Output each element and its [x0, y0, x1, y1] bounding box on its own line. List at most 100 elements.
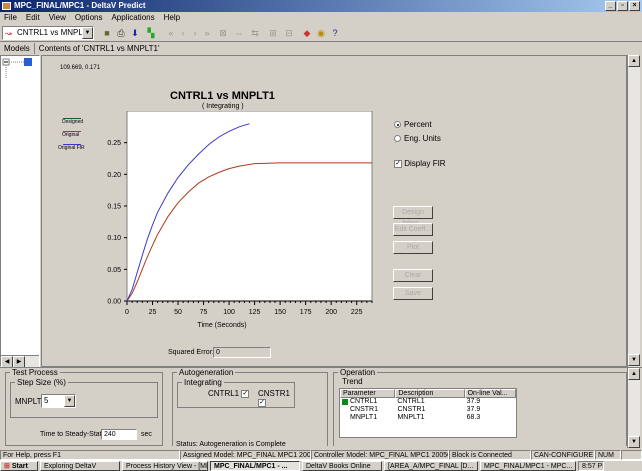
squared-error-field: 0	[213, 347, 271, 358]
first-icon[interactable]: «	[168, 28, 174, 38]
integrating-group: Integrating CNTRL1 ✓ CNSTR1 ✓	[177, 378, 295, 408]
table-row[interactable]: MNPLT1 MNPLT1 68.3	[350, 414, 481, 421]
download-icon[interactable]: ⬇	[131, 28, 139, 38]
legend-item-designed: Designed	[62, 118, 84, 125]
last-icon[interactable]: »	[204, 28, 210, 38]
scroll-up-icon[interactable]: ▲	[628, 55, 640, 67]
open-icon[interactable]: ■	[104, 28, 110, 38]
status-connected: Block is Connected	[449, 450, 531, 460]
taskbar-item-explorer[interactable]: Exploring DeltaV	[40, 461, 120, 471]
expand-icon[interactable]: ⇆	[251, 28, 259, 38]
step-size-combo[interactable]: 5 ▼	[41, 394, 76, 408]
test-process-title: Test Process	[10, 368, 60, 377]
cnstr1-checkbox[interactable]: CNSTR1 ✓	[258, 389, 291, 407]
taskbar-item-mpc2[interactable]: MPC_FINAL/MPC1 - MPC...	[480, 461, 576, 471]
operation-title: Operation	[338, 368, 378, 377]
design-integ-button[interactable]: Design Integ...	[393, 206, 433, 227]
edit-coeff-button[interactable]: Edit Coeff...	[393, 223, 433, 236]
chart-icon[interactable]: ▚	[147, 28, 155, 38]
series-line-original-fir	[126, 123, 250, 302]
grid-icon[interactable]: ⊞	[269, 28, 277, 38]
x-tick-label: 200	[325, 309, 337, 316]
plot-area	[126, 111, 373, 302]
table-row[interactable]: CNSTR1 CNSTR1 37.9	[350, 406, 481, 413]
steady-state-unit: sec	[141, 431, 152, 438]
status-help: For Help, press F1	[0, 450, 180, 460]
next-icon[interactable]: ›	[193, 28, 197, 38]
close-button[interactable]: ×	[629, 1, 640, 11]
x-tick-label: 25	[149, 309, 157, 316]
maximize-button[interactable]: ▫	[617, 1, 628, 11]
table-row[interactable]: CNTRL1 CNTRL1 37.9	[340, 398, 516, 406]
start-button[interactable]: ⊞ Start	[0, 461, 38, 471]
x-tick-label: 75	[200, 309, 208, 316]
system-clock: 8:57 PM	[578, 461, 604, 471]
y-axis: 0.00 0.05 0.10 0.15 0.20 0.25	[107, 140, 127, 306]
scroll-up-icon[interactable]: ▲	[628, 368, 640, 380]
y-tick-label: 0.25	[107, 140, 121, 147]
model-combo-value: CNTRL1 vs MNPLT1	[17, 28, 92, 37]
col-description[interactable]: Description	[395, 389, 465, 398]
trend-color-icon	[342, 399, 348, 405]
scroll-down-icon[interactable]: ▼	[628, 436, 640, 448]
col-online-value[interactable]: On-line Val...	[464, 389, 516, 398]
col-parameter[interactable]: Parameter	[340, 389, 396, 398]
tree-hscroll[interactable]: ◀ ▶	[1, 355, 39, 368]
eng-units-radio[interactable]: Eng. Units	[394, 134, 441, 143]
menu-options[interactable]: Options	[74, 13, 103, 22]
contents-path: Contents of 'CNTRL1 vs MNPLT1'	[38, 44, 160, 53]
tree-expander-icon[interactable]	[2, 58, 40, 78]
legend: Designed Original Original FIR	[58, 118, 98, 157]
left-right-icon[interactable]: ⇔	[234, 28, 244, 38]
plot-title: CNTRL1 vs MNPLT1	[170, 90, 275, 102]
taskbar-item-books[interactable]: DeltaV Books Online	[302, 461, 382, 471]
zoom-icon[interactable]: ⊠	[219, 28, 227, 38]
trend-table[interactable]: Parameter Description On-line Val... CNT…	[339, 388, 517, 438]
main-vscroll[interactable]: ▲ ▼	[627, 55, 640, 367]
y-tick-label: 0.00	[107, 299, 121, 306]
table-icon[interactable]: ⊟	[285, 28, 293, 38]
status-num: NUM	[595, 450, 621, 460]
models-label: Models	[0, 43, 35, 54]
palette-icon[interactable]: ◉	[317, 28, 325, 38]
model-combo[interactable]: ↝ CNTRL1 vs MNPLT1 ▼	[2, 26, 94, 40]
model-icon: ↝	[5, 29, 12, 38]
menu-file[interactable]: File	[4, 13, 17, 22]
scroll-down-icon[interactable]: ▼	[628, 354, 640, 366]
print-icon[interactable]: ⎙	[117, 28, 125, 38]
menu-view[interactable]: View	[48, 13, 66, 22]
trend-title: Trend	[340, 377, 365, 386]
menu-edit[interactable]: Edit	[25, 13, 40, 22]
taskbar-item-area[interactable]: [AREA_A/MPC_FINAL [D...	[384, 461, 478, 471]
prev-icon[interactable]: ‹	[181, 28, 185, 38]
chevron-down-icon[interactable]: ▼	[82, 27, 93, 39]
x-tick-label: 0	[125, 309, 129, 316]
menu-applications[interactable]: Applications	[111, 13, 155, 22]
x-axis: 0 25 50 75 100 125 150 175 200 225	[125, 300, 373, 316]
taskbar-item-process-history[interactable]: Process History View - [MP...	[122, 461, 208, 471]
save-button[interactable]: Save	[393, 287, 433, 300]
tool-icon[interactable]: ◆	[303, 28, 311, 38]
cntrl1-checkbox[interactable]: CNTRL1 ✓	[208, 389, 250, 398]
chevron-down-icon[interactable]: ▼	[64, 395, 75, 407]
display-fir-checkbox[interactable]: ✓ Display FIR	[394, 159, 446, 168]
tree-pane[interactable]: ◀ ▶	[0, 55, 40, 368]
steady-state-input[interactable]: 240	[101, 429, 137, 440]
menu-help[interactable]: Help	[163, 13, 181, 22]
taskbar-item-mpc[interactable]: MPC_FINAL/MPC1 - ...	[210, 461, 300, 471]
minimize-button[interactable]: _	[605, 1, 616, 11]
x-tick-label: 150	[274, 309, 286, 316]
legend-item-original-fir: Original FIR	[58, 144, 85, 151]
status-bar: For Help, press F1 Assigned Model: MPC_F…	[0, 450, 642, 460]
help-icon[interactable]: ?	[332, 28, 338, 38]
autogeneration-title: Autogeneration	[177, 368, 236, 377]
y-tick-label: 0.15	[107, 204, 121, 211]
bottom-vscroll[interactable]: ▲ ▼	[627, 368, 640, 448]
trend-table-header: Parameter Description On-line Val...	[340, 389, 516, 398]
steady-state-label: Time to Steady-State:	[40, 431, 108, 438]
plot-pane: 109.669, 0.171 CNTRL1 vs MNPLT1 ( Integr…	[41, 55, 627, 367]
plot-button[interactable]: Plot	[393, 241, 433, 254]
clear-button[interactable]: Clear	[393, 269, 433, 282]
percent-radio[interactable]: Percent	[394, 120, 432, 129]
legend-item-original: Original	[62, 131, 81, 138]
